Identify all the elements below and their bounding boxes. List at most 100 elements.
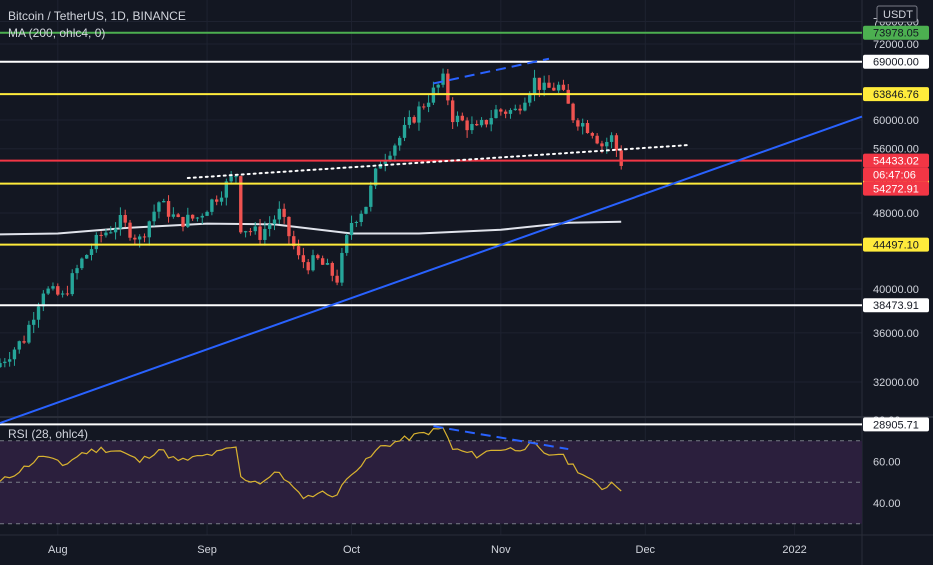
candle-body [46, 288, 50, 294]
candle-body [152, 211, 156, 222]
candle-body [475, 124, 479, 126]
candle-body [450, 100, 455, 123]
candle-body [258, 226, 262, 240]
candle-body [426, 102, 431, 107]
candle-body [190, 214, 195, 219]
candle-body [373, 168, 378, 186]
candle-body [17, 341, 21, 350]
rsi-tick-label: 60.00 [873, 457, 901, 469]
candle-body [335, 275, 339, 283]
rsi-line-layer [0, 425, 622, 500]
candle-body [123, 214, 127, 223]
candle-body [128, 222, 132, 238]
candle-body [513, 108, 517, 111]
price-tick-label: 40000.00 [873, 284, 919, 296]
level-tag: 73978.05 [873, 28, 919, 40]
ma-200-line [0, 220, 622, 236]
level-tag: 38473.91 [873, 300, 919, 312]
candle-body [186, 214, 190, 227]
candle-body [3, 361, 7, 364]
time-axis[interactable]: Aug Sep Oct Nov Dec 2022 [48, 544, 807, 556]
candle-body [532, 77, 537, 94]
candle-body [296, 246, 301, 256]
candle-body [277, 208, 281, 220]
candle-body [133, 237, 137, 240]
candle-body [402, 124, 407, 138]
candle-body [243, 231, 248, 233]
candle-body [60, 293, 65, 295]
candle-body [205, 211, 209, 216]
candle-body [518, 108, 522, 111]
candle-body [571, 103, 575, 121]
ma-indicator-label[interactable]: MA (200, ohlc4, 0) [8, 26, 106, 40]
candle-body [600, 143, 604, 147]
candle-body [556, 84, 561, 91]
trendlines-layer [0, 57, 863, 424]
candle-body [605, 141, 609, 147]
candle-body [316, 255, 320, 259]
price-tick-label: 36000.00 [873, 328, 919, 340]
candle-body [70, 273, 74, 295]
candle-body [171, 214, 176, 217]
currency-badge[interactable]: USDT [883, 9, 913, 21]
candle-body [263, 228, 267, 240]
candle-body [609, 135, 614, 142]
candle-body [441, 73, 445, 85]
candle-body [340, 252, 344, 283]
candle-body [398, 137, 402, 146]
candle-body [7, 359, 12, 362]
candle-body [566, 89, 570, 104]
candle-body [619, 150, 623, 166]
candle-body [234, 176, 238, 178]
rsi-panel [0, 440, 862, 525]
symbol-title[interactable]: Bitcoin / TetherUS, 1D, BINANCE [8, 9, 186, 23]
candle-body [210, 199, 214, 212]
candle-body [508, 110, 513, 114]
candle-body [388, 155, 392, 160]
level-tag-bg [863, 87, 929, 102]
rsi-trendline [433, 425, 569, 451]
candle-body [436, 84, 440, 88]
candle-body [359, 213, 363, 223]
time-tick-label: Dec [636, 544, 656, 556]
time-tick-label: Oct [343, 544, 360, 556]
candle-body [89, 249, 94, 255]
candle-body [75, 268, 79, 274]
candle-body [200, 215, 204, 218]
level-tag: 44497.10 [873, 240, 919, 252]
rsi-indicator-label[interactable]: RSI (28, ohlc4) [8, 427, 89, 441]
candle-body [561, 84, 566, 90]
candle-body [484, 119, 489, 125]
candle-body [528, 93, 532, 103]
candle-body [94, 234, 98, 250]
candle-body [147, 221, 151, 238]
candle-body [330, 263, 334, 276]
candle-body [99, 234, 103, 236]
candle-body [446, 73, 450, 101]
price-tick-label: 32000.00 [873, 377, 919, 389]
candle-body [465, 120, 469, 131]
candle-body [22, 341, 26, 343]
candle-body [287, 216, 291, 237]
candle-body [248, 231, 253, 233]
candle-body [585, 123, 590, 134]
candle-body [494, 109, 498, 119]
candle-body [12, 349, 17, 360]
candle-body [614, 135, 619, 151]
candles-layer [0, 68, 623, 369]
level-tag-bg [863, 237, 929, 252]
level-tag-bg [863, 417, 929, 432]
time-tick-label: 2022 [782, 544, 806, 556]
candle-body [176, 214, 180, 217]
candle-body [282, 208, 286, 217]
trendline-dotted [186, 144, 690, 180]
candle-body [267, 224, 272, 229]
trendline-dashed [433, 57, 550, 85]
candle-body [51, 286, 55, 289]
level-tag-bg [863, 54, 929, 69]
level-tag: 63846.76 [873, 89, 919, 101]
time-tick-label: Sep [197, 544, 217, 556]
level-tag: 69000.00 [873, 57, 919, 69]
time-tick-label: Aug [48, 544, 68, 556]
